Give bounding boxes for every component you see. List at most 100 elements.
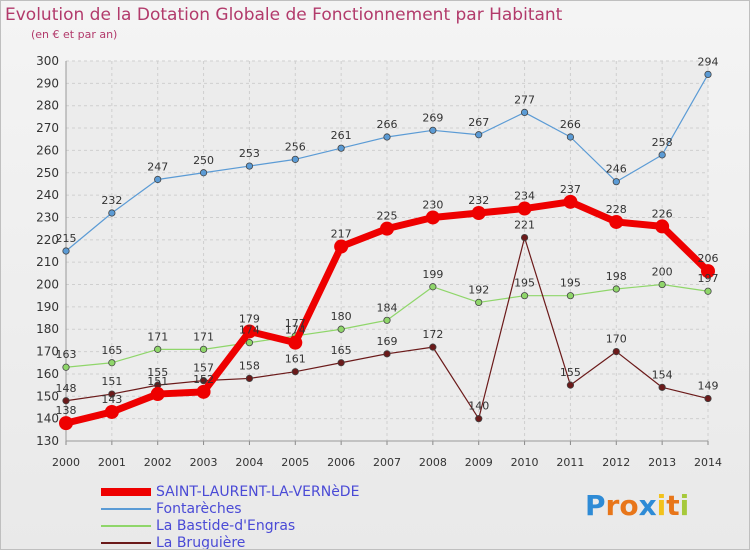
data-label-3: 158	[239, 359, 260, 372]
data-point-1	[108, 209, 116, 217]
data-label-2: 171	[193, 330, 214, 343]
data-point-2	[520, 292, 529, 300]
y-tick-label: 190	[36, 300, 59, 314]
legend-label-2: La Bastide-d'Engras	[156, 518, 296, 534]
data-point-3	[520, 233, 529, 242]
chart-subtitle: (en € et par an)	[31, 28, 118, 41]
data-point-0	[517, 201, 532, 216]
y-tick-label: 300	[36, 54, 59, 68]
data-point-0	[288, 335, 303, 350]
logo-letter: t	[666, 489, 680, 522]
data-label-1: 246	[606, 163, 627, 176]
data-label-1: 294	[698, 55, 719, 68]
data-point-2	[475, 298, 483, 307]
data-point-1	[62, 247, 70, 255]
data-point-3	[566, 381, 575, 389]
data-point-2	[566, 292, 575, 300]
data-label-1: 256	[285, 140, 306, 153]
proxiti-logo: Proxiti	[585, 489, 689, 522]
data-label-3: 221	[514, 219, 535, 232]
data-point-2	[245, 339, 254, 347]
data-label-2: 195	[514, 277, 535, 290]
y-tick-label: 180	[36, 322, 59, 336]
data-point-3	[704, 394, 712, 403]
data-point-2	[154, 345, 162, 353]
legend-label-3: La Bruguière	[156, 535, 246, 550]
logo-letter: r	[605, 489, 620, 522]
data-label-1: 277	[514, 93, 535, 106]
data-point-3	[658, 383, 666, 391]
data-point-1	[612, 178, 620, 186]
data-point-1	[566, 133, 575, 141]
y-tick-label: 200	[36, 278, 59, 292]
data-point-1	[337, 144, 345, 152]
data-point-3	[291, 368, 299, 376]
data-label-2: 165	[101, 344, 122, 357]
x-tick-label: 2004	[235, 456, 263, 469]
data-point-0	[425, 210, 440, 225]
data-label-2: 198	[606, 270, 627, 283]
data-point-3	[475, 415, 483, 423]
legend-swatch-3	[101, 542, 151, 544]
legend-label-0: SAINT-LAURENT-LA-VERNèDE	[156, 484, 360, 500]
data-label-1: 267	[468, 116, 489, 129]
data-point-1	[199, 169, 208, 177]
data-label-1: 261	[331, 129, 352, 142]
x-tick-label: 2007	[373, 456, 401, 469]
data-point-3	[62, 397, 70, 405]
data-label-0: 226	[652, 207, 673, 220]
y-tick-label: 220	[36, 233, 59, 247]
data-point-0	[104, 404, 119, 419]
data-point-3	[612, 347, 620, 356]
legend-label-1: Fontarèches	[156, 501, 242, 517]
data-label-2: 174	[239, 324, 260, 337]
data-label-0: 206	[698, 252, 719, 265]
data-label-3: 169	[377, 335, 398, 348]
y-tick-label: 130	[36, 434, 59, 448]
data-label-2: 184	[377, 301, 398, 314]
data-point-0	[59, 416, 73, 431]
x-tick-label: 2006	[327, 456, 355, 469]
data-label-2: 163	[56, 348, 77, 361]
data-point-0	[196, 384, 211, 399]
data-point-0	[563, 194, 578, 209]
data-point-3	[429, 343, 437, 351]
logo-letter: o	[619, 489, 639, 522]
y-tick-label: 140	[36, 412, 59, 426]
data-label-1: 250	[193, 154, 214, 167]
y-tick-label: 150	[36, 389, 59, 403]
data-point-2	[429, 283, 437, 291]
data-point-1	[245, 162, 254, 170]
data-label-0: 174	[285, 324, 306, 337]
data-point-3	[383, 350, 391, 358]
data-point-2	[383, 316, 391, 324]
data-label-1: 247	[147, 160, 168, 173]
chart-title: Evolution de la Dotation Globale de Fonc…	[5, 5, 563, 25]
y-tick-label: 240	[36, 188, 59, 202]
data-label-0: 232	[468, 194, 489, 207]
x-tick-label: 2014	[694, 456, 722, 469]
data-point-2	[704, 287, 712, 295]
data-label-3: 170	[606, 333, 627, 346]
data-point-3	[337, 359, 345, 367]
data-label-1: 258	[652, 136, 673, 149]
data-point-0	[334, 239, 349, 254]
data-label-0: 143	[101, 393, 122, 406]
data-label-1: 215	[56, 232, 77, 245]
data-label-1: 232	[101, 194, 122, 207]
data-label-0: 152	[193, 373, 214, 386]
data-label-2: 192	[468, 283, 489, 296]
x-tick-label: 2008	[419, 456, 447, 469]
data-point-1	[475, 131, 483, 139]
x-tick-label: 2002	[144, 456, 172, 469]
data-label-2: 197	[698, 272, 719, 285]
data-point-0	[150, 387, 165, 402]
data-label-0: 225	[377, 210, 398, 223]
logo-letter: x	[638, 489, 657, 522]
y-tick-label: 170	[36, 345, 59, 359]
data-label-3: 151	[101, 375, 122, 388]
plot-area	[66, 61, 708, 441]
data-point-3	[245, 374, 254, 383]
